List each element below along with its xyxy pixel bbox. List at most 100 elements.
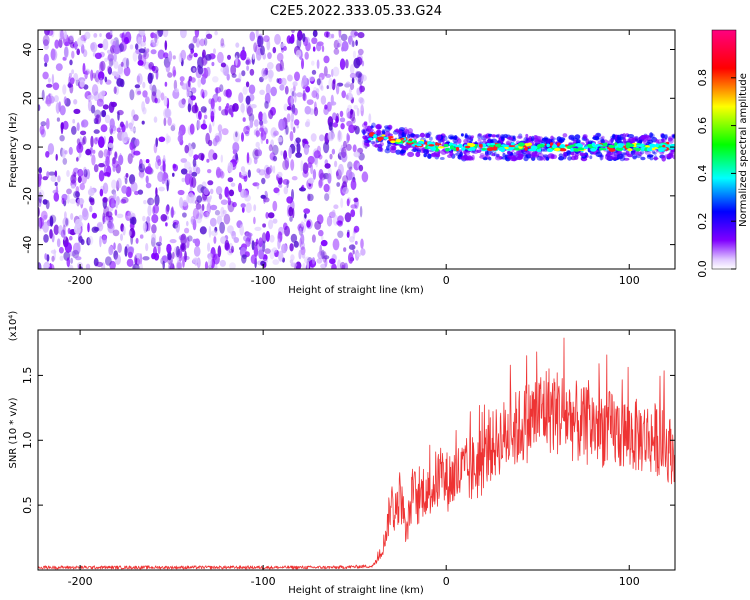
spectrogram-noise-cell xyxy=(82,49,88,58)
spectrogram-noise-cell xyxy=(283,222,288,231)
spectrogram-noise-cell xyxy=(59,135,65,142)
spectrogram-noise-cell xyxy=(315,88,320,94)
signal-halo-cell xyxy=(496,153,500,158)
spectrogram-noise-cell xyxy=(203,188,209,196)
spectrogram-noise-cell xyxy=(165,205,170,215)
spectrogram-noise-cell xyxy=(90,69,94,82)
signal-halo-cell xyxy=(362,129,366,135)
spectrogram-ytick-label: -40 xyxy=(21,236,34,254)
spectrogram-noise-cell xyxy=(296,92,303,98)
signal-halo-cell xyxy=(583,135,587,139)
spectrogram-noise-cell xyxy=(263,35,270,43)
spectrogram-noise-cell xyxy=(301,58,304,70)
spectrogram-noise-cell xyxy=(355,39,358,47)
spectrogram-noise-cell xyxy=(255,49,262,61)
spectrogram-noise-cell xyxy=(137,60,144,66)
spectrogram-noise-cell xyxy=(311,257,316,265)
spectrogram-noise-cell xyxy=(107,54,115,62)
spectrogram-noise-cell xyxy=(221,109,228,116)
spectrogram-noise-cell xyxy=(288,206,294,217)
spectrogram-noise-cell xyxy=(96,114,100,125)
spectrogram-noise-cell xyxy=(151,237,156,247)
spectrogram-noise-cell xyxy=(220,67,226,73)
signal-halo-cell xyxy=(622,132,626,139)
spectrogram-noise-cell xyxy=(220,154,223,163)
spectrogram-noise-cell xyxy=(197,56,204,69)
signal-halo-cell xyxy=(525,133,529,138)
spectrogram-noise-cell xyxy=(248,84,256,95)
spectrogram-noise-cell xyxy=(131,216,137,225)
signal-core-cell xyxy=(527,142,532,146)
signal-halo-cell xyxy=(437,134,442,140)
spectrogram-noise-cell xyxy=(76,48,80,56)
spectrogram-noise-cell xyxy=(340,123,345,130)
signal-halo-cell xyxy=(517,150,522,156)
spectrogram-noise-cell xyxy=(50,175,57,182)
spectrogram-noise-cell xyxy=(220,62,226,68)
signal-halo-cell xyxy=(507,150,511,155)
spectrogram-noise-cell xyxy=(206,207,210,218)
spectrogram-noise-cell xyxy=(242,86,248,95)
spectrogram-noise-cell xyxy=(164,108,172,118)
spectrogram-noise-cell xyxy=(163,52,169,59)
spectrogram-noise-cell xyxy=(121,124,126,133)
spectrogram-noise-cell xyxy=(210,230,218,237)
spectrogram-noise-cell xyxy=(172,66,176,78)
signal-core-cell xyxy=(368,133,374,137)
spectrogram-noise-cell xyxy=(336,220,343,226)
spectrogram-noise-cell xyxy=(361,171,369,183)
signal-core-cell xyxy=(416,143,422,147)
signal-halo-cell xyxy=(375,124,382,130)
spectrogram-noise-cell xyxy=(149,83,153,91)
signal-halo-cell xyxy=(568,134,575,140)
spectrogram-noise-cell xyxy=(311,69,317,75)
spectrogram-noise-cell xyxy=(38,176,42,187)
spectrogram-noise-cell xyxy=(300,233,305,245)
spectrogram-noise-cell xyxy=(166,243,172,254)
signal-halo-cell xyxy=(640,156,646,161)
spectrogram-noise-cell xyxy=(265,138,269,145)
spectrogram-noise-cell xyxy=(293,107,298,116)
signal-core-cell xyxy=(636,144,644,147)
spectrogram-noise-cell xyxy=(151,84,157,97)
signal-core-cell xyxy=(583,146,589,149)
signal-halo-cell xyxy=(506,136,514,140)
signal-core-cell xyxy=(570,147,574,152)
spectrogram-noise-cell xyxy=(357,48,364,56)
spectrogram-noise-cell xyxy=(324,163,331,169)
spectrogram-noise-cell xyxy=(111,197,115,209)
signal-core-cell xyxy=(602,148,607,151)
spectrogram-noise-cell xyxy=(245,59,252,65)
signal-halo-cell xyxy=(651,150,656,154)
spectrogram-noise-cell xyxy=(68,146,73,155)
spectrogram-noise-cell xyxy=(311,60,315,66)
spectrogram-noise-cell xyxy=(259,119,264,126)
spectrogram-noise-cell xyxy=(105,156,110,167)
spectrogram-noise-cell xyxy=(226,193,230,200)
spectrogram-noise-cell xyxy=(162,160,166,172)
spectrogram-noise-cell xyxy=(58,30,64,41)
spectrogram-noise-cell xyxy=(64,150,68,155)
spectrogram-noise-cell xyxy=(277,136,283,143)
spectrogram-noise-cell xyxy=(267,52,272,60)
spectrogram-noise-cell xyxy=(132,51,138,62)
signal-halo-cell xyxy=(574,134,581,140)
spectrogram-noise-cell xyxy=(196,195,203,203)
spectrogram-noise-cell xyxy=(157,171,164,183)
snr-ytick-label: 1.0 xyxy=(21,432,34,450)
spectrogram-noise-cell xyxy=(118,43,124,52)
spectrogram-noise-cell xyxy=(214,209,221,216)
spectrogram-noise-cell xyxy=(267,69,274,79)
spectrogram-noise-cell xyxy=(328,121,333,131)
spectrogram-noise-cell xyxy=(192,67,196,72)
spectrogram-noise-cell xyxy=(121,196,129,204)
spectrogram-noise-cell xyxy=(210,204,218,211)
spectrogram-noise-cell xyxy=(138,30,145,36)
spectrogram-noise-cell xyxy=(73,224,81,235)
spectrogram-noise-cell xyxy=(108,245,114,256)
spectrogram-noise-cell xyxy=(286,35,292,44)
spectrogram-noise-cell xyxy=(167,116,172,126)
spectrogram-noise-cell xyxy=(263,197,270,203)
spectrogram-noise-cell xyxy=(165,222,168,227)
spectrogram-noise-cell xyxy=(317,250,325,260)
